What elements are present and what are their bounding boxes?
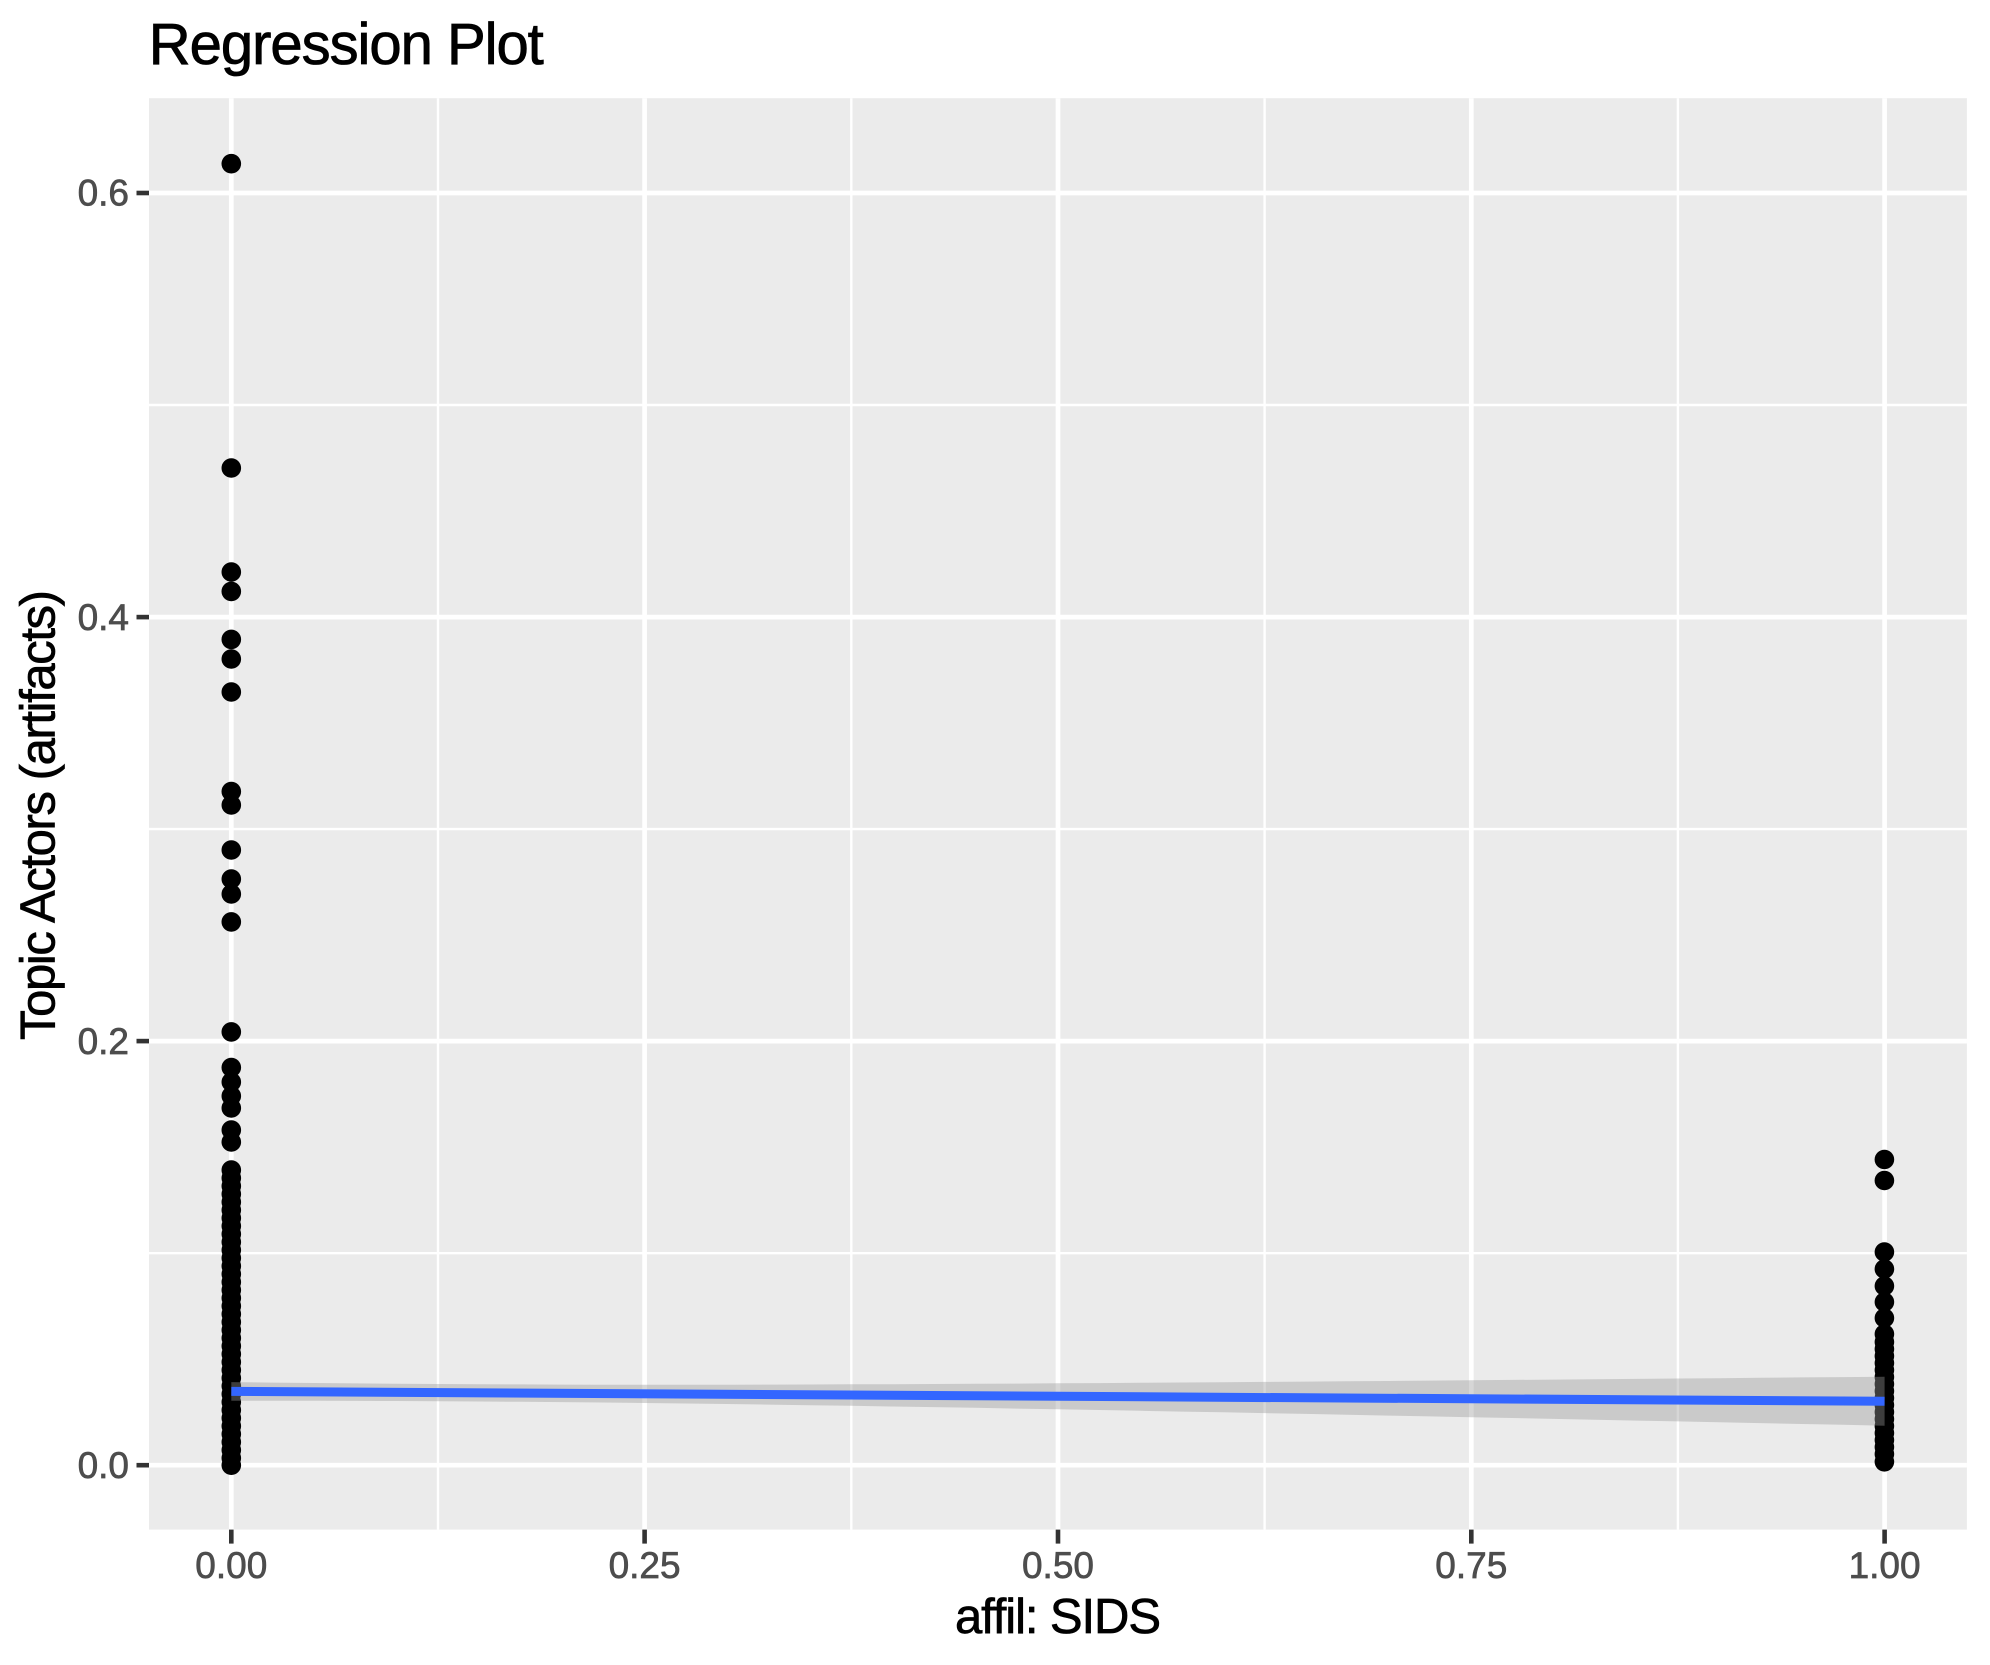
svg-text:0.0: 0.0: [78, 1445, 129, 1486]
svg-text:0.50: 0.50: [1022, 1545, 1094, 1586]
svg-text:0.6: 0.6: [78, 173, 129, 214]
svg-text:0.2: 0.2: [78, 1021, 129, 1062]
svg-text:affil: SIDS: affil: SIDS: [955, 1590, 1161, 1644]
svg-text:1.00: 1.00: [1849, 1545, 1921, 1586]
svg-text:0.75: 0.75: [1435, 1545, 1507, 1586]
svg-text:Regression Plot: Regression Plot: [149, 12, 544, 77]
svg-text:0.4: 0.4: [78, 597, 129, 638]
svg-text:0.25: 0.25: [609, 1545, 681, 1586]
svg-text:Topic Actors (artifacts): Topic Actors (artifacts): [12, 590, 66, 1040]
svg-text:0.00: 0.00: [195, 1545, 267, 1586]
